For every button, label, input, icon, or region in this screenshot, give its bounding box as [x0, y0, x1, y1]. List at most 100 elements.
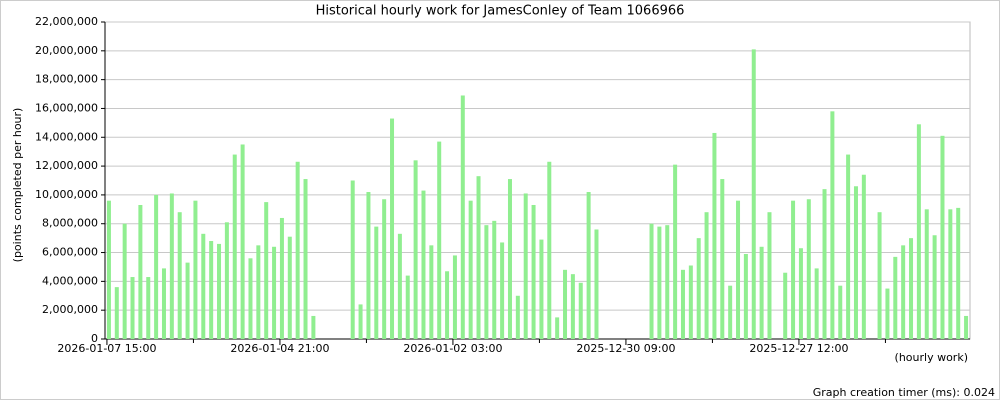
bar	[712, 132, 717, 339]
bar	[570, 274, 575, 339]
bar	[704, 212, 709, 339]
bar	[445, 271, 450, 339]
bar	[122, 223, 127, 339]
bar	[893, 256, 898, 339]
bar	[901, 245, 906, 339]
bar	[916, 124, 921, 340]
y-tick-label: 14,000,000	[35, 130, 98, 143]
bar	[500, 242, 505, 339]
bar	[161, 268, 166, 339]
bar	[547, 161, 552, 339]
bar	[460, 95, 465, 340]
bar	[209, 241, 214, 339]
bar	[421, 190, 426, 339]
x-tick-label: 2025-12-30 09:00	[576, 342, 675, 355]
chart-title: Historical hourly work for JamesConley o…	[316, 4, 685, 19]
bar	[838, 285, 843, 339]
bar	[759, 246, 764, 339]
bar	[767, 212, 772, 339]
y-axis-label: (points completed per hour)	[11, 108, 24, 263]
y-tick-label: 16,000,000	[35, 101, 98, 114]
bar	[728, 285, 733, 339]
bar	[303, 179, 308, 339]
bar	[193, 200, 198, 339]
bar	[287, 236, 292, 339]
bar	[688, 265, 693, 339]
bar	[531, 204, 536, 339]
x-tick-label: 2026-01-07 15:00	[57, 342, 156, 355]
bar	[932, 235, 937, 339]
bar	[264, 202, 269, 339]
bar	[114, 287, 119, 339]
bar	[649, 223, 654, 339]
y-tick-label: 0	[91, 332, 98, 345]
x-tick-label: 2026-01-04 21:00	[230, 342, 329, 355]
bar	[563, 269, 568, 339]
bar	[146, 277, 151, 339]
x-tick-label: 2025-12-27 12:00	[749, 342, 848, 355]
bar	[822, 189, 827, 339]
bar	[924, 209, 929, 339]
bar	[673, 164, 678, 339]
bar	[476, 176, 481, 339]
bar	[555, 317, 560, 339]
bar	[492, 220, 497, 339]
bar	[366, 192, 371, 339]
bar	[240, 144, 245, 339]
bar	[437, 141, 442, 339]
bar	[413, 160, 418, 339]
bar	[720, 179, 725, 339]
y-tick-label: 22,000,000	[35, 15, 98, 28]
bar	[814, 268, 819, 339]
bar	[201, 233, 206, 339]
bar	[232, 154, 237, 339]
bar	[130, 277, 135, 339]
bar	[382, 199, 387, 339]
y-tick-label: 6,000,000	[42, 246, 98, 259]
bar	[885, 288, 890, 339]
bar	[397, 233, 402, 339]
bar	[877, 212, 882, 339]
y-tick-label: 10,000,000	[35, 188, 98, 201]
bar	[405, 275, 410, 339]
bar	[358, 304, 363, 339]
y-tick-label: 2,000,000	[42, 303, 98, 316]
bar	[586, 192, 591, 339]
bar	[169, 193, 174, 339]
bar	[350, 180, 355, 339]
bar	[940, 135, 945, 339]
bar	[594, 229, 599, 339]
bar	[798, 248, 803, 339]
footer: Graph creation timer (ms): 0.024	[813, 386, 995, 399]
bar	[806, 199, 811, 339]
bar	[680, 269, 685, 339]
bar	[295, 161, 300, 339]
bar	[696, 238, 701, 339]
bar	[106, 200, 111, 339]
bar	[185, 262, 190, 339]
bar	[311, 315, 316, 339]
bar	[539, 239, 544, 339]
y-tick-label: 18,000,000	[35, 73, 98, 86]
bar	[138, 204, 143, 339]
bar	[751, 49, 756, 340]
bar	[861, 174, 866, 339]
bar	[783, 272, 788, 339]
bar	[507, 179, 512, 339]
bar	[256, 245, 261, 339]
bar	[272, 246, 277, 339]
bar	[429, 245, 434, 339]
bar	[177, 212, 182, 339]
bar	[452, 255, 457, 339]
bar	[374, 226, 379, 339]
bar	[909, 238, 914, 339]
bar	[853, 186, 858, 339]
bar	[956, 207, 961, 339]
bar	[657, 226, 662, 339]
bar	[830, 111, 835, 339]
bar	[515, 295, 520, 339]
bar	[791, 200, 796, 339]
bar	[736, 200, 741, 339]
